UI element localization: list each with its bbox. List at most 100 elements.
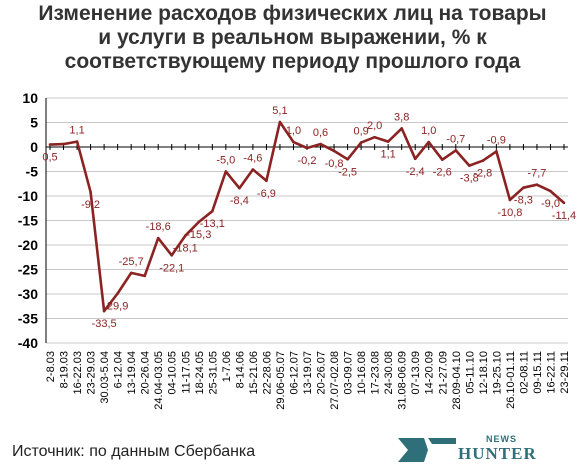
- data-label: 0,9: [353, 126, 368, 138]
- data-point: [156, 236, 160, 240]
- data-label: -15,3: [186, 229, 211, 241]
- data-label: -10,8: [497, 207, 522, 219]
- x-tick-labels: 2-8.03 8-19.03 16-22.03 23-29.03 30.03-5.04 6…: [45, 351, 571, 410]
- title-line-1: Изменение расходов физических лиц на тов…: [38, 2, 547, 25]
- data-label: -6,9: [257, 188, 276, 200]
- data-labels: 0,5 1,1 -9,2 -33,5 29,9 -25,7 -18,6 -22,1 -18,1 -…: [42, 105, 576, 330]
- data-point: [508, 198, 512, 202]
- data-label: -2,5: [338, 166, 357, 178]
- y-tick-label: -20: [18, 237, 38, 253]
- x-tick-label: 07-13.09: [410, 351, 422, 394]
- x-tick-label: 12-18.10: [478, 351, 490, 394]
- data-point: [427, 140, 431, 144]
- data-point: [535, 183, 539, 187]
- data-point: [522, 186, 525, 189]
- data-point: [454, 149, 458, 152]
- x-tick-label: 8-14.06: [234, 351, 246, 388]
- data-label: -5,0: [216, 155, 235, 167]
- x-tick-label: 1-7.06: [221, 351, 233, 382]
- data-label: -0,8: [325, 158, 344, 170]
- data-point: [495, 150, 498, 153]
- y-tick-labels: 10 5 0 -5 -10 -15 -20 -25 -30 -35 -40: [18, 90, 38, 351]
- x-tick-label: 8-19.03: [59, 351, 71, 388]
- x-tick-label: 13-19.07: [302, 351, 314, 394]
- x-tick-label: 17-23.08: [370, 351, 382, 394]
- data-point: [319, 142, 322, 146]
- data-label: -3,8: [460, 173, 479, 185]
- data-point: [440, 158, 444, 162]
- y-tick-label: -40: [18, 335, 38, 351]
- x-tick-label: 16-22.11: [545, 351, 557, 394]
- data-label: 29,9: [107, 301, 128, 313]
- data-label: -18,6: [146, 221, 171, 233]
- data-label: -25,7: [119, 256, 144, 268]
- data-label: -18,1: [173, 243, 198, 255]
- data-point: [238, 186, 241, 190]
- x-tick-label: 02-08.11: [518, 351, 530, 394]
- data-point: [481, 159, 485, 163]
- x-tick-label: 19-25.10: [491, 351, 503, 394]
- data-point: [346, 157, 349, 161]
- x-tick-label: 29.06-05.07: [275, 351, 287, 410]
- x-tick-label: 13-19.04: [126, 351, 138, 394]
- y-tick-label: 0: [30, 139, 38, 155]
- data-point: [75, 140, 79, 143]
- x-tick-label: 23-29.11: [559, 351, 571, 394]
- x-tick-label: 20-26.04: [140, 351, 152, 394]
- data-label: -8,4: [230, 195, 249, 207]
- x-tick-label: 21-27.09: [437, 351, 449, 394]
- data-point: [116, 292, 119, 295]
- newshunter-logo: NEWS HUNTER: [398, 434, 536, 464]
- data-point: [211, 209, 214, 213]
- data-label: -2,4: [406, 166, 425, 178]
- data-label: -11,4: [552, 210, 576, 222]
- data-label: 0,6: [313, 127, 328, 139]
- x-tick-label: 6-12.04: [113, 351, 125, 388]
- x-tick-label: 20-26.07: [316, 351, 328, 394]
- x-tick-label: 23-29.03: [86, 351, 98, 394]
- data-point: [251, 168, 255, 171]
- data-point: [143, 274, 146, 278]
- gridlines: [46, 97, 568, 344]
- data-label: -2,8: [473, 168, 492, 180]
- data-label: -8,3: [514, 195, 533, 207]
- data-label: 5,1: [272, 105, 287, 117]
- data-point: [468, 164, 471, 167]
- data-point: [170, 253, 174, 257]
- x-tick-label: 22-28.06: [261, 351, 273, 394]
- logo-news-text: NEWS: [486, 434, 517, 444]
- y-tick-label: -15: [18, 213, 38, 229]
- x-tick-label: 2-8.03: [45, 351, 57, 382]
- data-label: -33,5: [92, 318, 117, 330]
- data-label: -2,6: [433, 167, 452, 179]
- data-label: 2,0: [367, 120, 382, 132]
- data-label: -0,7: [446, 133, 465, 145]
- data-point: [373, 135, 376, 139]
- x-tick-label: 04-10.05: [167, 351, 179, 394]
- data-point: [224, 170, 228, 173]
- x-tick-label: 31.08-06.09: [397, 351, 409, 410]
- data-label: -4,6: [243, 153, 262, 165]
- y-tick-label: -25: [18, 262, 38, 278]
- data-point: [265, 179, 268, 183]
- data-label: 3,8: [394, 111, 409, 123]
- logo-hunter-text: HUNTER: [458, 444, 537, 463]
- title-line-2: и услуги в реальном выражении, % к: [98, 26, 487, 49]
- data-point: [48, 143, 52, 146]
- data-label: 1,1: [69, 125, 84, 137]
- x-tick-label: 16-22.03: [72, 351, 84, 394]
- data-point: [549, 189, 552, 193]
- x-tick-label: 25-31.05: [207, 351, 219, 394]
- series-line: [48, 120, 566, 313]
- x-tick-label: 09-15.11: [532, 351, 544, 394]
- x-tick-label: 24-30.08: [383, 351, 395, 394]
- x-tick-label: 06-12.07: [288, 351, 300, 394]
- data-point: [305, 146, 309, 150]
- data-point: [359, 141, 363, 144]
- data-point: [278, 120, 282, 124]
- data-point: [102, 309, 106, 313]
- data-label: 0,5: [42, 152, 57, 164]
- x-tick-label: 14-20.09: [424, 351, 436, 394]
- line-chart: 10 5 0 -5 -10 -15 -20 -25 -30 -35 -40 2-8.03 8-19.0…: [18, 90, 576, 410]
- data-point: [562, 201, 566, 205]
